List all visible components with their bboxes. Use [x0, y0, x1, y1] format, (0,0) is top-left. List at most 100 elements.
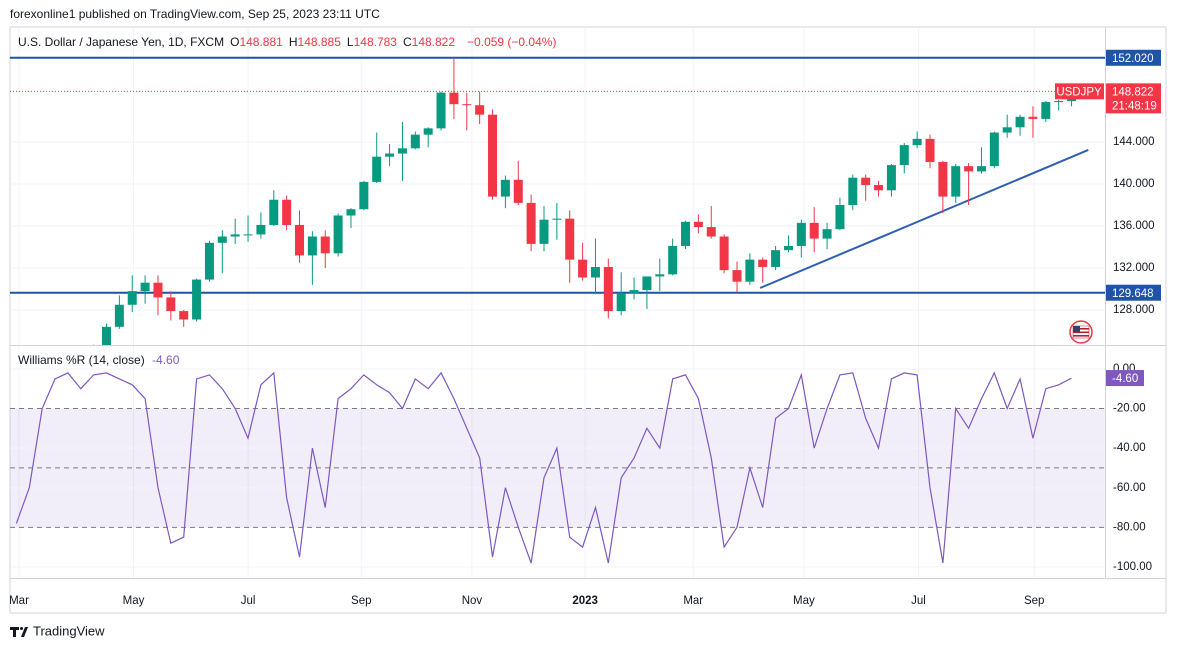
x-tick-label: Jul: [911, 595, 926, 607]
candle-body: [745, 259, 755, 282]
countdown-label: 21:48:19: [1112, 100, 1157, 112]
candle-body: [1028, 116, 1038, 119]
candle-body: [590, 266, 600, 278]
candle-body: [655, 274, 665, 277]
candle-body: [964, 166, 974, 172]
candle-body: [500, 179, 510, 197]
candle-body: [578, 259, 588, 278]
indicator-legend: Williams %R (14, close) -4.60: [18, 353, 179, 367]
candle-body: [616, 293, 626, 312]
y-tick-label: 136.000: [1113, 220, 1155, 232]
candle-body: [796, 222, 806, 246]
y-tick-label: -20.00: [1113, 403, 1146, 415]
x-tick-label: Mar: [683, 595, 703, 607]
last-price-label: 148.822: [1112, 86, 1154, 98]
candle-body: [102, 326, 112, 345]
y-tick-label: -60.00: [1113, 482, 1146, 494]
candle-body: [976, 166, 986, 172]
candle-body: [565, 218, 575, 260]
candle-body: [423, 128, 433, 135]
change: −0.059 (−0.04%): [467, 35, 557, 49]
candle-body: [269, 199, 279, 225]
candle-body: [719, 236, 729, 271]
indicator-value-bg: [1106, 370, 1144, 387]
candle-body: [758, 259, 768, 267]
candle-body: [282, 199, 292, 225]
ohlc: O148.881 H148.885 L148.783 C148.822: [230, 35, 461, 49]
candle-body: [681, 221, 691, 246]
publish-info: forexonline1 published on TradingView.co…: [10, 7, 380, 21]
candle-body: [192, 279, 202, 320]
level-label-bg: [1106, 49, 1161, 66]
candle-body: [385, 153, 395, 157]
candle-body: [140, 282, 150, 292]
candle-body: [951, 166, 961, 197]
x-tick-label: Sep: [351, 595, 371, 607]
x-tick-label: Sep: [1024, 595, 1044, 607]
y-tick-label: 132.000: [1113, 262, 1155, 274]
candle-body: [1015, 116, 1025, 128]
x-tick-label: May: [123, 595, 145, 607]
flag-icon: [1069, 320, 1093, 344]
candle-body: [642, 276, 652, 291]
candle-body: [771, 250, 781, 267]
candle-body: [783, 245, 793, 251]
candle-body: [307, 236, 317, 256]
trendline: [759, 149, 1089, 289]
williams-r-line: [15, 371, 1072, 564]
x-tick-label: Jul: [241, 595, 256, 607]
ohlc-key: L: [346, 35, 354, 49]
candle-body: [629, 290, 639, 294]
y-tick-label: -100.00: [1113, 561, 1152, 573]
symbol-title: U.S. Dollar / Japanese Yen, 1D, FXCM: [18, 35, 225, 49]
ohlc-key: O: [230, 35, 240, 49]
candle-body: [886, 165, 896, 191]
y-tick-label: 128.000: [1113, 304, 1155, 316]
candle-body: [899, 145, 909, 166]
candle-body: [526, 202, 536, 244]
candle-body: [410, 134, 420, 149]
candle-body: [848, 177, 858, 206]
level-label: 152.020: [1112, 53, 1154, 65]
candle-body: [1041, 102, 1051, 119]
indicator-title: Williams %R (14, close): [18, 353, 145, 367]
ohlc-value: 148.885: [297, 35, 341, 49]
candle-body: [256, 224, 266, 235]
candle-body: [809, 222, 819, 239]
candle-body: [436, 92, 446, 129]
candle-body: [1054, 101, 1064, 103]
x-tick-label: Nov: [462, 595, 483, 607]
candle-body: [539, 219, 549, 244]
main-legend: U.S. Dollar / Japanese Yen, 1D, FXCM O148…: [18, 35, 562, 49]
symbol-label: USDJPY: [1056, 86, 1102, 98]
candle-body: [462, 104, 472, 106]
candle-body: [603, 266, 613, 312]
y-tick-label: 140.000: [1113, 178, 1155, 190]
symbol-label-bg: [1055, 83, 1104, 100]
indicator-value: -4.60: [152, 353, 180, 367]
ohlc-value: 148.881: [239, 35, 283, 49]
candle-body: [243, 234, 253, 236]
candle-body: [874, 185, 884, 191]
level-label-bg: [1106, 284, 1161, 301]
ohlc-value: 148.783: [353, 35, 397, 49]
y-tick-label: 144.000: [1113, 136, 1155, 148]
candle-body: [861, 177, 871, 186]
tradingview-logo: [10, 627, 28, 637]
candle-body: [359, 181, 369, 210]
candle-body: [706, 227, 716, 237]
candle-body: [204, 242, 214, 280]
candle-body: [114, 304, 124, 327]
candle-body: [320, 236, 330, 254]
x-tick-label: Mar: [9, 595, 29, 607]
indicator-value-label: -4.60: [1112, 373, 1138, 385]
candle-body: [166, 297, 176, 312]
level-label: 129.648: [1112, 288, 1154, 300]
candle-body: [693, 221, 703, 228]
candle-body: [925, 138, 935, 162]
footer-brand: TradingView: [33, 623, 105, 638]
candle-body: [127, 291, 137, 305]
candle-body: [230, 234, 240, 237]
